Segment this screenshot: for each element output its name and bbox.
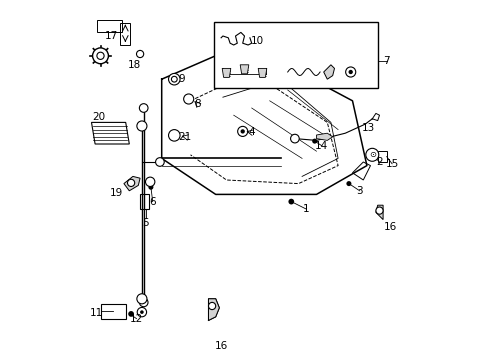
Text: 3: 3 [356, 186, 362, 196]
Circle shape [97, 52, 104, 59]
Text: 6: 6 [149, 197, 156, 207]
Polygon shape [208, 299, 219, 320]
Polygon shape [316, 133, 332, 140]
Text: 7: 7 [383, 56, 389, 66]
Text: 9: 9 [178, 74, 184, 84]
Circle shape [185, 96, 191, 102]
Text: 13: 13 [361, 123, 375, 133]
Circle shape [145, 177, 155, 186]
Circle shape [140, 310, 143, 314]
Polygon shape [323, 65, 334, 79]
Circle shape [183, 94, 193, 104]
Circle shape [208, 302, 215, 310]
Polygon shape [123, 176, 140, 191]
Circle shape [346, 181, 351, 186]
Circle shape [139, 298, 148, 307]
Circle shape [170, 132, 178, 139]
Text: 19: 19 [110, 188, 123, 198]
Polygon shape [222, 68, 230, 77]
Bar [97, 20, 122, 32]
Circle shape [288, 199, 294, 204]
Text: 1: 1 [302, 204, 308, 214]
Polygon shape [375, 205, 382, 220]
Circle shape [139, 104, 148, 112]
Circle shape [148, 185, 153, 190]
Text: 16: 16 [214, 341, 227, 351]
Circle shape [171, 76, 177, 82]
Text: 4: 4 [248, 127, 254, 138]
Text: 2: 2 [375, 157, 382, 167]
Polygon shape [240, 65, 248, 74]
Text: 15: 15 [385, 159, 398, 169]
Circle shape [137, 307, 146, 317]
Circle shape [290, 134, 299, 143]
Polygon shape [258, 68, 266, 77]
Bar [140, 194, 149, 209]
Circle shape [375, 207, 382, 214]
Circle shape [311, 139, 317, 144]
Circle shape [345, 67, 355, 77]
Circle shape [240, 129, 244, 134]
Circle shape [136, 50, 143, 58]
Circle shape [155, 158, 164, 166]
Text: 20: 20 [92, 112, 105, 122]
Circle shape [237, 126, 247, 136]
Text: 11: 11 [90, 308, 103, 318]
Circle shape [348, 70, 352, 74]
Text: 18: 18 [128, 60, 141, 70]
Circle shape [137, 294, 146, 304]
Circle shape [92, 48, 108, 64]
Text: 14: 14 [315, 141, 328, 151]
Circle shape [137, 121, 146, 131]
Circle shape [127, 179, 134, 186]
Bar [101, 304, 125, 319]
Text: 8: 8 [194, 99, 201, 109]
Circle shape [365, 148, 378, 161]
Text: ⊙: ⊙ [368, 150, 375, 159]
Text: 21: 21 [178, 132, 191, 142]
Text: 5: 5 [142, 218, 148, 228]
Circle shape [168, 73, 180, 85]
Bar [213, 22, 377, 88]
Text: 12: 12 [130, 314, 143, 324]
Circle shape [168, 130, 180, 141]
Bar [377, 151, 386, 162]
Text: 16: 16 [383, 222, 396, 232]
Bar [120, 23, 130, 45]
Text: 10: 10 [250, 36, 263, 46]
Circle shape [128, 311, 134, 317]
Text: 17: 17 [104, 31, 118, 41]
